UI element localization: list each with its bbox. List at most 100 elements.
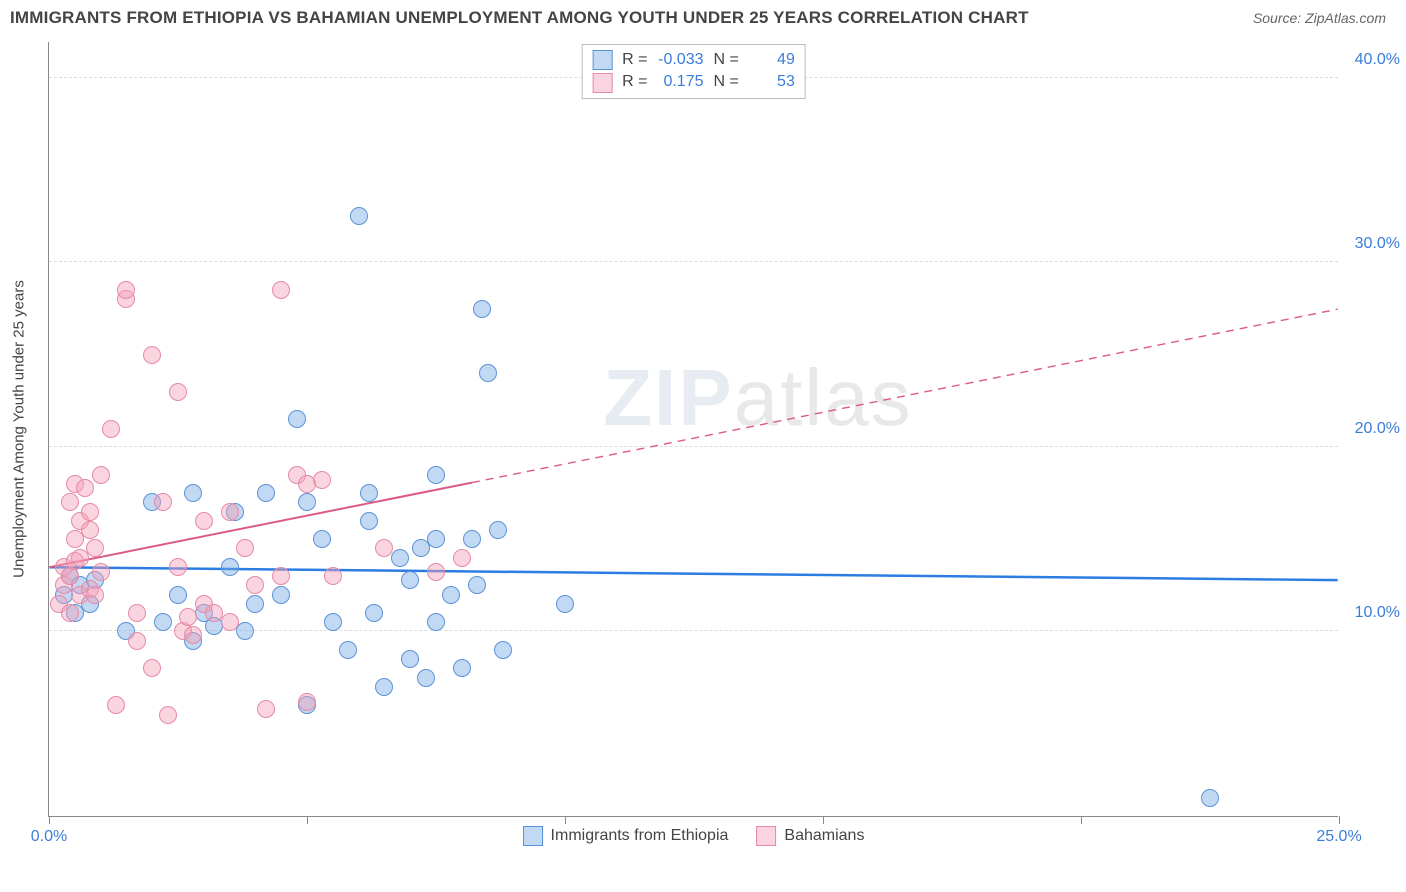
scatter-point — [86, 586, 104, 604]
scatter-point — [184, 484, 202, 502]
legend-item-blue: Immigrants from Ethiopia — [523, 826, 729, 846]
x-tick — [565, 816, 566, 824]
scatter-point — [86, 539, 104, 557]
x-tick — [307, 816, 308, 824]
r-label: R = — [622, 71, 647, 93]
stats-row-blue: R = -0.033 N = 49 — [592, 49, 795, 71]
source-label: Source: ZipAtlas.com — [1253, 10, 1386, 26]
scatter-point — [468, 576, 486, 594]
scatter-point — [236, 622, 254, 640]
scatter-point — [365, 604, 383, 622]
scatter-point — [81, 521, 99, 539]
scatter-point — [453, 549, 471, 567]
y-tick-label: 20.0% — [1355, 420, 1400, 438]
scatter-point — [169, 586, 187, 604]
n-label: N = — [714, 49, 739, 71]
bottom-legend: Immigrants from Ethiopia Bahamians — [523, 826, 865, 846]
scatter-point — [128, 604, 146, 622]
scatter-point — [298, 693, 316, 711]
scatter-point — [246, 576, 264, 594]
stats-legend: R = -0.033 N = 49 R = 0.175 N = 53 — [581, 44, 806, 99]
scatter-point — [401, 571, 419, 589]
scatter-point — [154, 613, 172, 631]
scatter-point — [246, 595, 264, 613]
scatter-point — [272, 586, 290, 604]
scatter-point — [92, 466, 110, 484]
scatter-point — [298, 493, 316, 511]
swatch-icon — [592, 73, 612, 93]
scatter-point — [427, 563, 445, 581]
scatter-point — [401, 650, 419, 668]
scatter-point — [107, 696, 125, 714]
scatter-point — [179, 608, 197, 626]
scatter-point — [236, 539, 254, 557]
scatter-point — [221, 613, 239, 631]
scatter-point — [463, 530, 481, 548]
scatter-point — [81, 503, 99, 521]
scatter-point — [360, 484, 378, 502]
scatter-point — [313, 471, 331, 489]
scatter-point — [221, 558, 239, 576]
swatch-icon — [523, 826, 543, 846]
x-tick — [49, 816, 50, 824]
scatter-point — [102, 420, 120, 438]
scatter-point — [427, 613, 445, 631]
legend-label-pink: Bahamians — [784, 827, 864, 845]
x-tick — [823, 816, 824, 824]
scatter-point — [473, 300, 491, 318]
scatter-point — [375, 678, 393, 696]
swatch-icon — [756, 826, 776, 846]
scatter-point — [257, 484, 275, 502]
scatter-point — [61, 493, 79, 511]
scatter-point — [427, 466, 445, 484]
y-tick-label: 40.0% — [1355, 51, 1400, 69]
scatter-point — [272, 567, 290, 585]
scatter-point — [159, 706, 177, 724]
scatter-point — [427, 530, 445, 548]
scatter-point — [350, 207, 368, 225]
scatter-point — [117, 281, 135, 299]
scatter-point — [184, 626, 202, 644]
scatter-point — [391, 549, 409, 567]
r-value-pink: 0.175 — [654, 71, 704, 93]
scatter-point — [169, 558, 187, 576]
chart-title: IMMIGRANTS FROM ETHIOPIA VS BAHAMIAN UNE… — [10, 8, 1029, 28]
scatter-point — [92, 563, 110, 581]
scatter-point — [375, 539, 393, 557]
r-label: R = — [622, 49, 647, 71]
scatter-point — [195, 512, 213, 530]
scatter-point — [479, 364, 497, 382]
y-tick-label: 10.0% — [1355, 604, 1400, 622]
x-tick — [1081, 816, 1082, 824]
scatter-point — [221, 503, 239, 521]
scatter-point — [489, 521, 507, 539]
scatter-point — [339, 641, 357, 659]
swatch-icon — [592, 50, 612, 70]
scatter-point — [1201, 789, 1219, 807]
scatter-point — [61, 604, 79, 622]
scatter-point — [288, 410, 306, 428]
scatter-point — [169, 383, 187, 401]
stats-row-pink: R = 0.175 N = 53 — [592, 71, 795, 93]
trend-lines — [49, 42, 1338, 816]
legend-label-blue: Immigrants from Ethiopia — [551, 827, 729, 845]
scatter-point — [442, 586, 460, 604]
chart-plot-area: Unemployment Among Youth under 25 years … — [48, 42, 1338, 817]
n-value-pink: 53 — [745, 71, 795, 93]
n-value-blue: 49 — [745, 49, 795, 71]
x-tick-label: 25.0% — [1316, 828, 1361, 846]
scatter-point — [494, 641, 512, 659]
scatter-point — [556, 595, 574, 613]
scatter-point — [417, 669, 435, 687]
scatter-point — [154, 493, 172, 511]
x-tick — [1339, 816, 1340, 824]
scatter-point — [313, 530, 331, 548]
scatter-point — [257, 700, 275, 718]
scatter-point — [143, 346, 161, 364]
scatter-point — [143, 659, 161, 677]
r-value-blue: -0.033 — [654, 49, 704, 71]
scatter-point — [324, 613, 342, 631]
scatter-point — [128, 632, 146, 650]
scatter-point — [453, 659, 471, 677]
x-tick-label: 0.0% — [31, 828, 67, 846]
